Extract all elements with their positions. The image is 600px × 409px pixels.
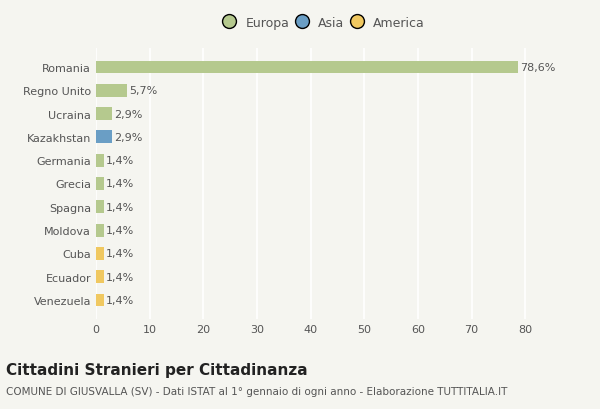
Text: 2,9%: 2,9% (114, 133, 142, 142)
Bar (96, 61, 518, 74)
Bar (96, 224, 104, 237)
Text: 1,4%: 1,4% (106, 272, 134, 282)
Text: 78,6%: 78,6% (520, 63, 555, 73)
Bar (96, 131, 112, 144)
Legend: Europa, Asia, America: Europa, Asia, America (221, 15, 427, 33)
Bar (96, 201, 104, 214)
Text: Cittadini Stranieri per Cittadinanza: Cittadini Stranieri per Cittadinanza (6, 362, 308, 377)
Bar (96, 271, 104, 283)
Text: 1,4%: 1,4% (106, 295, 134, 306)
Text: 1,4%: 1,4% (106, 202, 134, 212)
Bar (96, 247, 104, 260)
Bar (96, 178, 104, 191)
Bar (96, 108, 112, 121)
Text: COMUNE DI GIUSVALLA (SV) - Dati ISTAT al 1° gennaio di ogni anno - Elaborazione : COMUNE DI GIUSVALLA (SV) - Dati ISTAT al… (6, 387, 508, 396)
Text: 1,4%: 1,4% (106, 249, 134, 259)
Text: 1,4%: 1,4% (106, 226, 134, 236)
Bar (96, 294, 104, 307)
Bar (96, 154, 104, 167)
Text: 5,7%: 5,7% (129, 86, 157, 96)
Text: 1,4%: 1,4% (106, 179, 134, 189)
Text: 1,4%: 1,4% (106, 156, 134, 166)
Text: 2,9%: 2,9% (114, 109, 142, 119)
Bar (96, 85, 127, 97)
